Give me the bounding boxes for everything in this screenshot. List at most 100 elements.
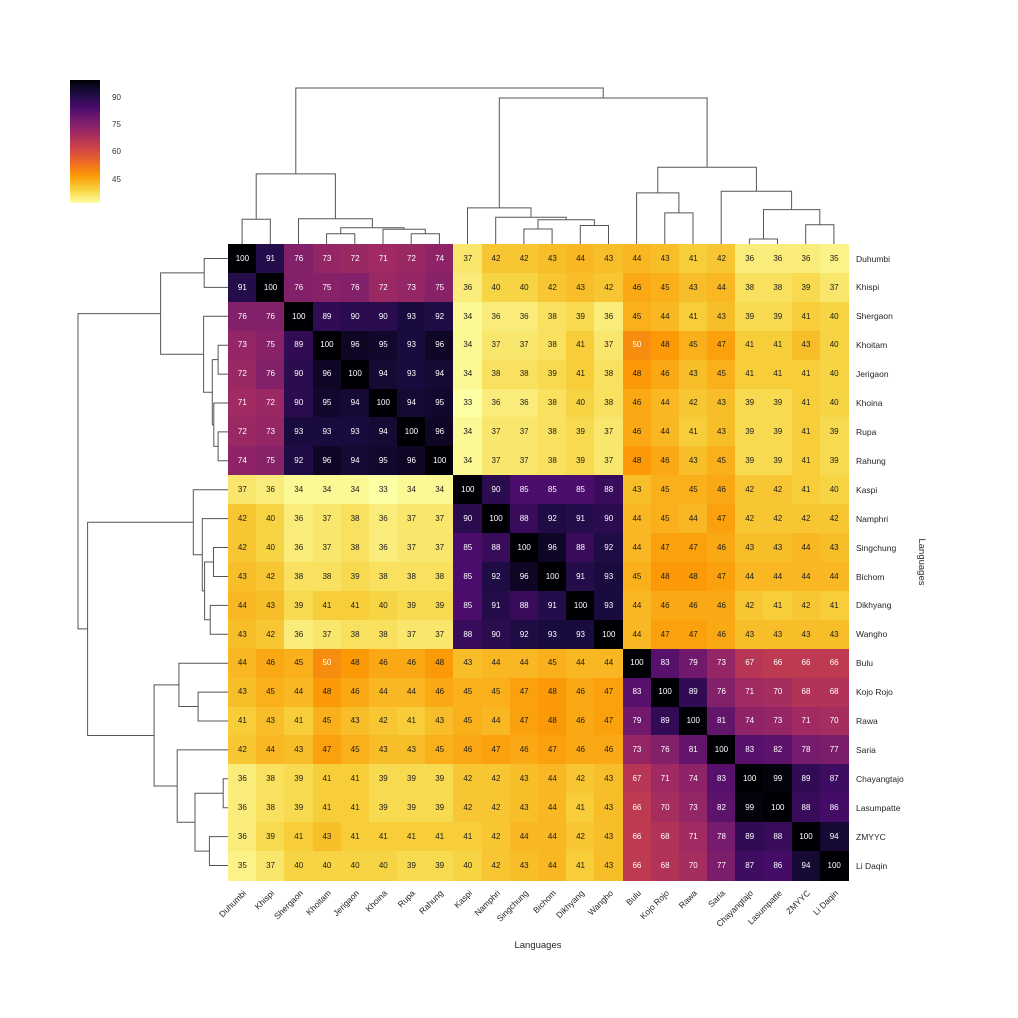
heatmap-cell: 41: [678, 244, 708, 274]
heatmap-cell: 46: [509, 735, 539, 765]
top-dendrogram: [241, 87, 835, 244]
heatmap-cell: 42: [228, 504, 257, 534]
heatmap-cell: 100: [566, 590, 595, 621]
heatmap-cell: 70: [678, 851, 708, 881]
heatmap-cell: 38: [538, 417, 567, 447]
heatmap-cell: 76: [256, 359, 285, 390]
heatmap-cell: 100: [340, 359, 370, 390]
heatmap-cell: 92: [538, 504, 567, 534]
heatmap-cell: 43: [678, 359, 708, 390]
heatmap-cell: 43: [763, 533, 793, 563]
heatmap-cell: 44: [622, 504, 652, 534]
heatmap-cell: 43: [340, 706, 370, 737]
heatmap-cell: 100: [650, 677, 680, 708]
heatmap-cell: 72: [368, 272, 398, 303]
heatmap-cell: 88: [566, 533, 595, 563]
heatmap-cell: 46: [256, 648, 285, 679]
heatmap-cell: 91: [481, 590, 511, 621]
heatmap-cell: 39: [368, 764, 398, 794]
row-label: Dikhyang: [856, 600, 892, 611]
heatmap-cell: 76: [228, 301, 257, 332]
heatmap-cell: 88: [453, 619, 483, 650]
heatmap-cell: 39: [425, 793, 455, 823]
heatmap-cell: 85: [509, 475, 539, 505]
heatmap-cell: 37: [509, 330, 539, 361]
heatmap-cell: 74: [735, 706, 765, 737]
heatmap-cell: 43: [425, 706, 455, 737]
heatmap-cell: 73: [678, 793, 708, 823]
heatmap-cell: 43: [538, 244, 567, 274]
heatmap-cell: 44: [763, 562, 793, 592]
heatmap-cell: 47: [481, 735, 511, 765]
heatmap-cell: 43: [397, 735, 426, 765]
heatmap-cell: 96: [312, 359, 342, 390]
heatmap-cell: 38: [340, 533, 370, 563]
heatmap-cell: 41: [566, 359, 595, 390]
heatmap-cell: 44: [538, 793, 567, 823]
heatmap-cell: 39: [566, 446, 595, 476]
heatmap-cell: 90: [284, 359, 314, 390]
heatmap-cell: 40: [819, 301, 849, 332]
row-label: Kojo Rojo: [856, 687, 893, 698]
heatmap-cell: 41: [340, 590, 370, 621]
heatmap-cell: 43: [622, 475, 652, 505]
heatmap-cell: 90: [481, 475, 511, 505]
heatmap-cell: 88: [763, 822, 793, 852]
heatmap-cell: 41: [312, 793, 342, 823]
heatmap-cell: 46: [368, 648, 398, 679]
heatmap-cell: 85: [453, 533, 483, 563]
heatmap-cell: 95: [368, 330, 398, 361]
heatmap-cell: 92: [594, 533, 624, 563]
heatmap-cell: 43: [284, 735, 314, 765]
heatmap-cell: 39: [763, 417, 793, 447]
heatmap-cell: 48: [340, 648, 370, 679]
heatmap-cell: 36: [735, 244, 765, 274]
heatmap-cell: 37: [594, 446, 624, 476]
heatmap-cell: 38: [594, 359, 624, 390]
heatmap-cell: 36: [256, 475, 285, 505]
heatmap-cell: 43: [509, 851, 539, 881]
heatmap-cell: 93: [538, 619, 567, 650]
row-label: Namphri: [856, 513, 889, 524]
heatmap-cell: 38: [538, 446, 567, 476]
heatmap-cell: 72: [228, 417, 257, 447]
heatmap-cell: 86: [763, 851, 793, 881]
heatmap-cell: 41: [284, 822, 314, 852]
heatmap-cell: 73: [312, 244, 342, 274]
heatmap-cell: 40: [368, 851, 398, 881]
heatmap-cell: 38: [368, 619, 398, 650]
heatmap-cell: 45: [678, 475, 708, 505]
row-label: Shergaon: [856, 311, 893, 322]
heatmap-cell: 66: [622, 793, 652, 823]
heatmap-cell: 100: [622, 648, 652, 679]
heatmap-cell: 76: [340, 272, 370, 303]
row-label: Rahung: [856, 455, 886, 466]
heatmap-cell: 38: [481, 359, 511, 390]
heatmap-cell: 100: [538, 562, 567, 592]
heatmap-cell: 41: [397, 706, 426, 737]
heatmap-cell: 100: [453, 475, 483, 505]
heatmap-cell: 34: [340, 475, 370, 505]
row-label: Rupa: [856, 426, 877, 437]
heatmap-cell: 34: [453, 359, 483, 390]
heatmap-cell: 42: [735, 504, 765, 534]
heatmap-cell: 74: [425, 244, 455, 274]
heatmap-cell: 45: [707, 359, 736, 390]
heatmap-cell: 44: [509, 648, 539, 679]
heatmap-cell: 90: [453, 504, 483, 534]
heatmap-cell: 43: [819, 533, 849, 563]
heatmap-cell: 66: [819, 648, 849, 679]
heatmap-cell: 41: [228, 706, 257, 737]
heatmap-cell: 78: [791, 735, 821, 765]
heatmap-cell: 44: [622, 533, 652, 563]
heatmap-cell: 66: [763, 648, 793, 679]
heatmap-cell: 87: [819, 764, 849, 794]
heatmap-cell: 44: [256, 735, 285, 765]
heatmap-cell: 41: [735, 330, 765, 361]
heatmap-cell: 42: [368, 706, 398, 737]
heatmap-cell: 43: [707, 388, 736, 419]
heatmap-cell: 83: [622, 677, 652, 708]
heatmap-cell: 87: [735, 851, 765, 881]
heatmap-cell: 39: [566, 417, 595, 447]
heatmap-cell: 36: [228, 764, 257, 794]
